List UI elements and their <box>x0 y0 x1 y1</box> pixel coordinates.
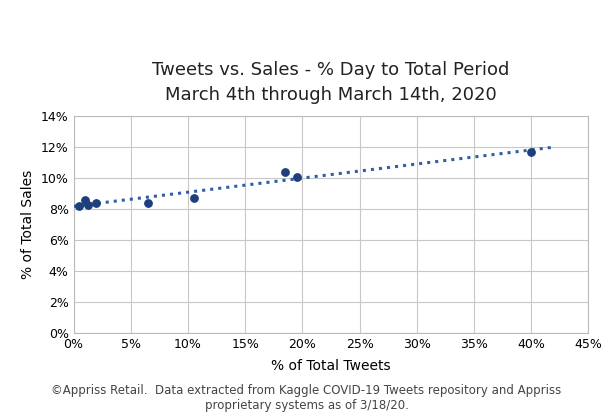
Point <box>91 200 101 206</box>
Y-axis label: % of Total Sales: % of Total Sales <box>21 170 36 279</box>
Title: Tweets vs. Sales - % Day to Total Period
March 4th through March 14th, 2020: Tweets vs. Sales - % Day to Total Period… <box>153 61 509 104</box>
Point <box>143 200 153 206</box>
Point <box>83 201 93 208</box>
Text: ©Appriss Retail.  Data extracted from Kaggle COVID-19 Tweets repository and Appr: ©Appriss Retail. Data extracted from Kag… <box>51 384 562 412</box>
Point <box>280 169 290 176</box>
Point <box>189 195 199 202</box>
Point <box>527 149 536 155</box>
Point <box>292 173 302 180</box>
X-axis label: % of Total Tweets: % of Total Tweets <box>271 359 391 373</box>
Point <box>74 203 84 209</box>
Point <box>80 197 90 203</box>
